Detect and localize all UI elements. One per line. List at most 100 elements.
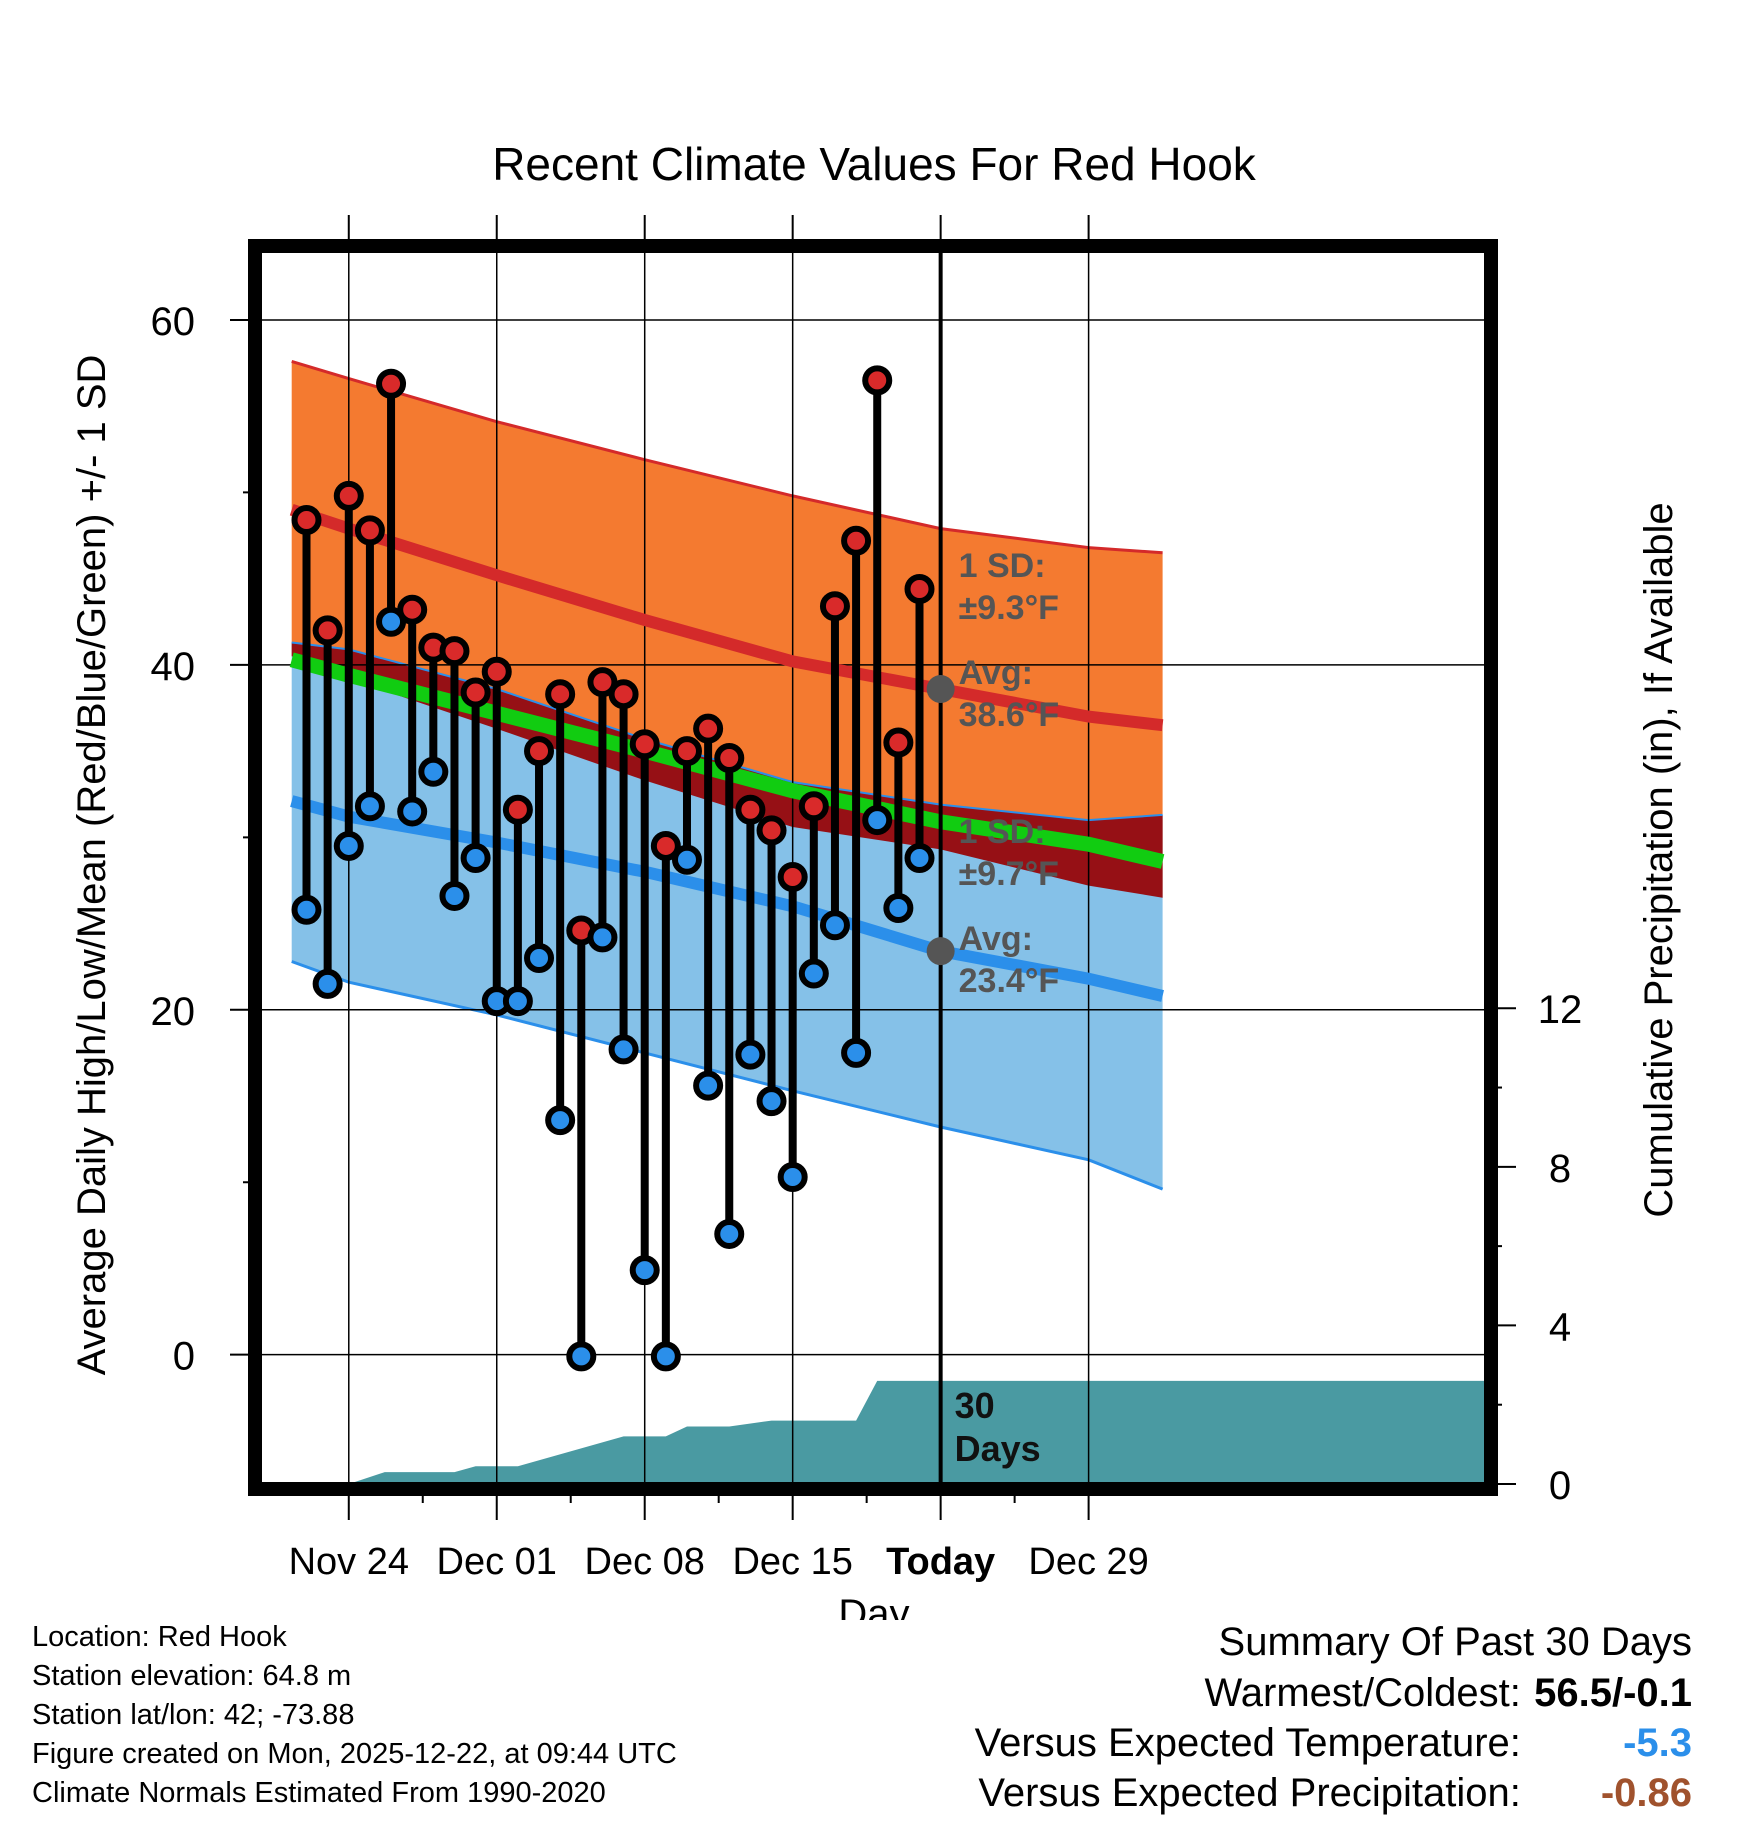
daily-low-point (418, 756, 449, 787)
daily-high-point (671, 736, 702, 767)
low-sd-label: 1 SD: (959, 813, 1046, 851)
daily-low-point (566, 1341, 597, 1372)
daily-high-point (883, 727, 914, 758)
precip-vs-expected-row: Versus Expected Precipitation: -0.86 (975, 1768, 1692, 1818)
y2-tick-label: 8 (1549, 1147, 1571, 1191)
daily-low-point (798, 958, 829, 989)
y-tick-label: 0 (173, 1335, 195, 1379)
daily-low-point (354, 791, 385, 822)
daily-low-point (756, 1086, 787, 1117)
daily-high-point (376, 368, 407, 399)
daily-low-point (904, 843, 935, 874)
low-sd-lower-edge (291, 960, 1164, 1191)
daily-high-point (798, 791, 829, 822)
high-sd-band (291, 361, 1163, 898)
high-sd-upper-edge (291, 359, 1163, 555)
high-avg-label: Avg: (959, 654, 1033, 692)
daily-high-point (587, 667, 618, 698)
high-avg-value: 38.6°F (959, 696, 1060, 734)
daily-low-point (714, 1218, 745, 1249)
daily-low-point (735, 1039, 766, 1070)
daily-high-point (439, 636, 470, 667)
x-tick-label: Dec 15 (732, 1541, 852, 1583)
warmest-coldest-value: 56.5/-0.1 (1534, 1671, 1692, 1715)
temp-vs-expected-value: -5.3 (1623, 1721, 1692, 1765)
daily-low-point (545, 1105, 576, 1136)
daily-low-point (524, 943, 555, 974)
daily-low-point (376, 606, 407, 637)
low-sd-value: ±9.7°F (959, 855, 1059, 893)
normals-text: Climate Normals Estimated From 1990-2020 (32, 1777, 606, 1809)
daily-low-point (312, 968, 343, 999)
daily-high-point (333, 480, 364, 511)
summary-heading: Summary Of Past 30 Days (1218, 1620, 1692, 1664)
daily-high-point (841, 525, 872, 556)
daily-high-point (714, 742, 745, 773)
daily-high-point (735, 794, 766, 825)
low-avg-label: Avg: (959, 920, 1033, 958)
y2-tick-label: 0 (1549, 1464, 1571, 1508)
today-low-avg-marker (926, 937, 955, 966)
daily-high-point (481, 656, 512, 687)
x-tick-label: Dec 08 (585, 1541, 705, 1583)
daily-high-point (312, 615, 343, 646)
climate-chart: Recent Climate Values For Red Hook 1 SD: ±… (70, 138, 1681, 1620)
daily-low-point (502, 986, 533, 1017)
precip-vs-expected-value: -0.86 (1600, 1771, 1692, 1815)
daily-low-point (841, 1037, 872, 1068)
daily-high-point (524, 736, 555, 767)
daily-low-point (819, 910, 850, 941)
summary-panel: Summary Of Past 30 Days Warmest/Coldest:… (975, 1616, 1692, 1818)
daily-high-point (608, 679, 639, 710)
days-count-number: 30 (955, 1385, 995, 1426)
daily-low-point (460, 843, 491, 874)
daily-high-point (693, 713, 724, 744)
today-high-avg-marker (926, 675, 955, 704)
precip-vs-expected-label: Versus Expected Precipitation: (978, 1771, 1521, 1815)
warmest-coldest-row: Warmest/Coldest: 56.5/-0.1 (975, 1668, 1693, 1718)
daily-high-point (502, 794, 533, 825)
warmest-coldest-label: Warmest/Coldest: (1204, 1671, 1521, 1715)
temp-vs-expected-row: Versus Expected Temperature: -5.3 (975, 1718, 1692, 1768)
daily-high-point (904, 573, 935, 604)
daily-high-point (756, 815, 787, 846)
chart-title: Recent Climate Values For Red Hook (492, 138, 1257, 190)
plot-area: 1 SD: ±9.3°F Avg: 38.6°F 1 SD: ±9.7°F Avg: 23.4… (260, 251, 1486, 1484)
daily-high-point (545, 679, 576, 710)
daily-low-point (587, 922, 618, 953)
days-count-word: Days (955, 1428, 1041, 1469)
precip-area (260, 1380, 1486, 1484)
y-tick-label: 20 (151, 990, 196, 1034)
location-text: Location: Red Hook (32, 1621, 287, 1653)
x-tick-label: Dec 01 (437, 1541, 557, 1583)
low-avg-value: 23.4°F (959, 962, 1060, 1000)
daily-low-point (650, 1341, 681, 1372)
daily-low-point (862, 805, 893, 836)
plot-frame (248, 239, 1498, 1496)
daily-high-point (777, 861, 808, 892)
daily-high-point (291, 505, 322, 536)
created-text: Figure created on Mon, 2025-12-22, at 09… (32, 1738, 677, 1770)
daily-high-point (397, 594, 428, 625)
y2-tick-label: 12 (1538, 988, 1583, 1032)
daily-low-point (693, 1070, 724, 1101)
x-tick-label: Today (886, 1541, 995, 1583)
daily-low-point (333, 830, 364, 861)
elevation-text: Station elevation: 64.8 m (32, 1660, 352, 1692)
high-sd-value: ±9.3°F (959, 589, 1059, 627)
daily-high-point (819, 591, 850, 622)
daily-low-point (777, 1162, 808, 1193)
daily-low-point (439, 880, 470, 911)
daily-low-point (629, 1255, 660, 1286)
daily-high-point (650, 830, 681, 861)
daily-high-point (460, 677, 491, 708)
normal-low-line (290, 795, 1164, 1002)
x-axis-title: Day (838, 1592, 909, 1620)
daily-high-point (354, 515, 385, 546)
daily-low-point (671, 844, 702, 875)
y-axis-title: Average Daily High/Low/Mean (Red/Blue/Gr… (70, 355, 114, 1376)
station-info: Location: Red Hook Station elevation: 64… (32, 1618, 677, 1813)
temp-vs-expected-label: Versus Expected Temperature: (974, 1721, 1521, 1765)
high-sd-label: 1 SD: (959, 547, 1046, 585)
y-tick-label: 40 (151, 645, 196, 689)
